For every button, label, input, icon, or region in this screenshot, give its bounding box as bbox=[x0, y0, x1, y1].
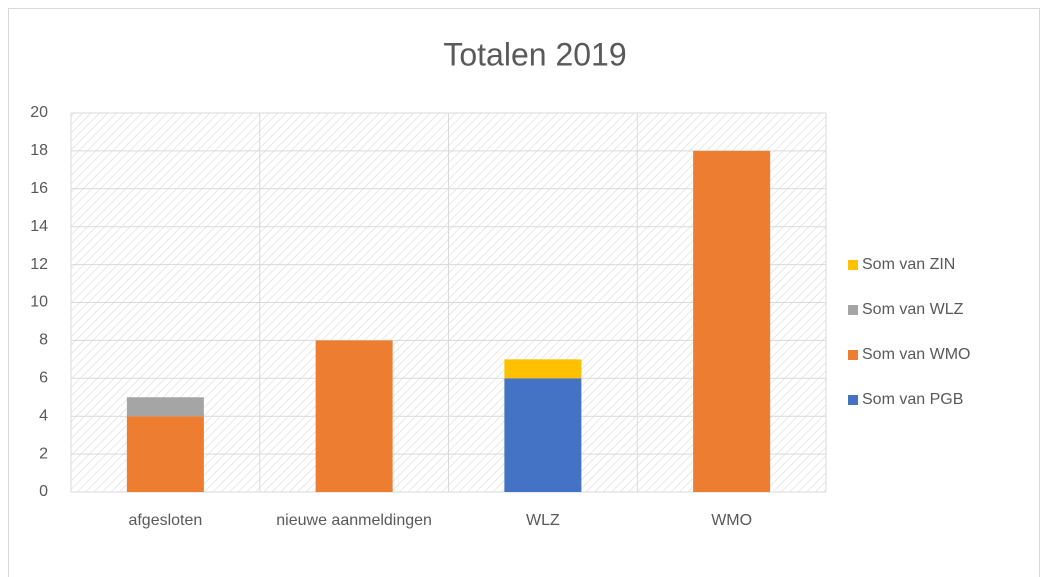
x-tick-label: nieuwe aanmeldingen bbox=[276, 512, 432, 529]
legend-label: Som van WMO bbox=[862, 346, 970, 363]
legend-label: Som van ZIN bbox=[862, 256, 955, 273]
y-tick-label: 0 bbox=[39, 483, 48, 500]
x-tick-label: afgesloten bbox=[128, 512, 203, 529]
y-tick-label: 8 bbox=[39, 332, 48, 349]
bar-segment bbox=[315, 340, 393, 492]
bar-segment bbox=[126, 397, 204, 417]
x-tick-label: WMO bbox=[711, 512, 753, 529]
y-tick-label: 12 bbox=[30, 256, 48, 273]
y-tick-label: 2 bbox=[39, 445, 48, 462]
legend-swatch bbox=[848, 260, 858, 270]
bar-segment bbox=[693, 150, 771, 492]
y-tick-label: 10 bbox=[30, 294, 48, 311]
y-tick-label: 14 bbox=[30, 218, 48, 235]
bar-segment bbox=[504, 359, 582, 379]
bar-segment bbox=[504, 378, 582, 492]
chart-title: Totalen 2019 bbox=[443, 36, 626, 72]
y-tick-label: 20 bbox=[30, 104, 48, 121]
y-tick-label: 18 bbox=[30, 142, 48, 159]
legend-swatch bbox=[848, 305, 858, 315]
legend-swatch bbox=[848, 395, 858, 405]
y-tick-label: 4 bbox=[39, 407, 48, 424]
chart-border bbox=[8, 8, 1040, 577]
legend-label: Som van PGB bbox=[862, 391, 963, 408]
x-tick-label: WLZ bbox=[525, 512, 560, 529]
y-tick-label: 6 bbox=[39, 370, 48, 387]
y-tick-label: 16 bbox=[30, 180, 48, 197]
legend-label: Som van WLZ bbox=[862, 301, 964, 318]
bar-segment bbox=[126, 416, 204, 492]
legend-swatch bbox=[848, 350, 858, 360]
